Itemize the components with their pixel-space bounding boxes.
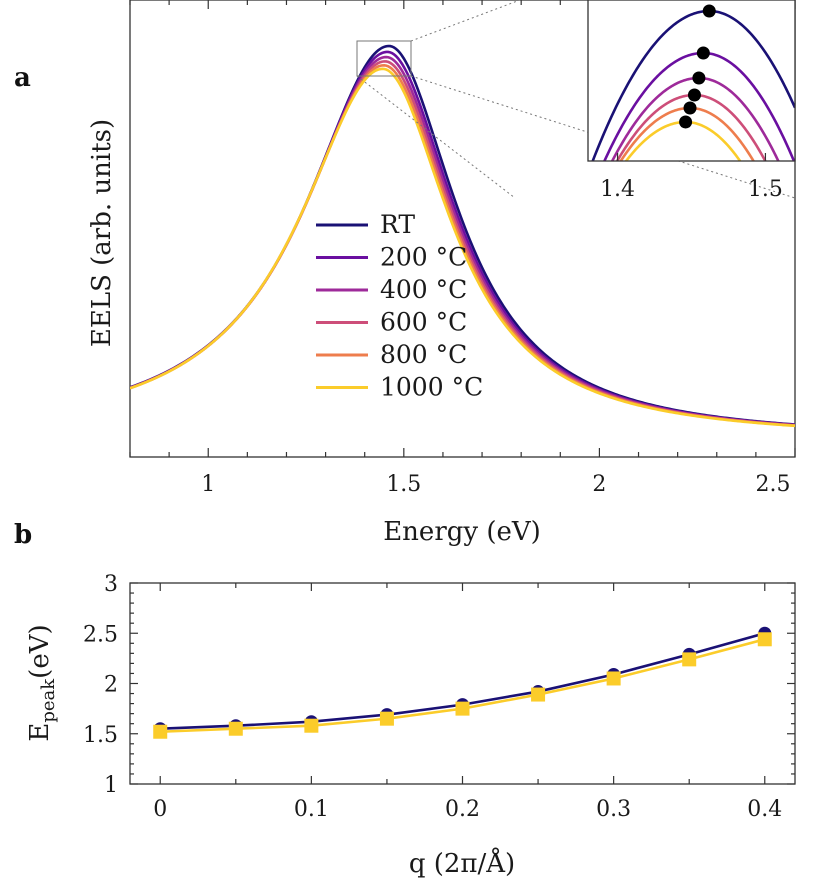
inset-series-line-2 — [610, 76, 780, 161]
inset-xtick-label: 1.4 — [600, 177, 635, 202]
legend-entry-label: 1000 °C — [380, 373, 483, 402]
inset-xtick-label: 1.5 — [748, 177, 783, 202]
legend-entry-label: 200 °C — [380, 243, 467, 272]
panel-a-frame — [129, 0, 796, 458]
inset-series-line-1 — [603, 51, 795, 161]
panel-b-xtick-label: 0.1 — [294, 797, 329, 822]
panel-b-point-square — [757, 632, 772, 647]
panel-b-point-square — [153, 724, 168, 739]
panel-a-xtick-label: 1.5 — [386, 472, 421, 497]
panel-a-ylabel: EELS (arb. units) — [87, 119, 117, 347]
series-line-5 — [130, 67, 795, 428]
panel-b-ytick-label: 1.5 — [83, 723, 118, 748]
panel-b-chart: 0 0.1 0.2 0.3 0.4 1 1.5 2 2.5 3 q (2π/Å) Epeak(eV… — [25, 572, 796, 879]
panel-b-frame — [129, 582, 796, 785]
panel-b-point-square — [606, 671, 621, 686]
zoom-region-box — [356, 40, 412, 77]
inset-peak-marker-2 — [692, 71, 706, 85]
panel-b-ytick-label: 2.5 — [83, 622, 118, 647]
legend-entry-label: RT — [380, 210, 415, 239]
panel-b-point-square — [304, 718, 319, 733]
panel-b-xtick-label: 0.4 — [747, 797, 782, 822]
panel-b-ylabel: Epeak(eV) — [25, 624, 59, 741]
panel-b-point-square — [228, 721, 243, 736]
inset-peak-marker-4 — [683, 101, 697, 115]
legend-entry-label: 800 °C — [380, 340, 467, 369]
inset-series-line-0 — [591, 9, 795, 161]
panel-a-chart: 1 1.5 2 2.5 Energy (eV) EELS (arb. units) R… — [87, 0, 796, 547]
panel-b-xtick-label: 0 — [153, 797, 167, 822]
panel-label-a: a — [14, 63, 31, 93]
panel-b-xtick-label: 0.3 — [596, 797, 631, 822]
inset-background — [588, 0, 795, 161]
panel-b-xtick-label: 0.2 — [445, 797, 480, 822]
inset-zoom: 1.4 1.5 — [587, 0, 796, 202]
inset-peak-marker-5 — [679, 115, 693, 129]
panel-b-point-square — [682, 652, 697, 667]
inset-peak-marker-1 — [696, 46, 710, 60]
panel-b-ytick-label: 1 — [104, 773, 118, 798]
inset-peak-marker-3 — [687, 88, 701, 102]
panel-b-point-square — [379, 711, 394, 726]
panel-label-b: b — [14, 520, 32, 550]
panel-a-xtick-label: 2 — [592, 472, 606, 497]
inset-peak-marker-0 — [702, 4, 716, 18]
legend: RT 200 °C 400 °C 600 °C 800 °C 1000 °C — [316, 210, 483, 402]
panel-b-xlabel: q (2π/Å) — [409, 847, 515, 879]
panel-b-ytick-label: 2 — [104, 673, 118, 698]
panel-a-xlabel: Energy (eV) — [383, 517, 541, 547]
panel-b-series-line-1 — [160, 638, 766, 734]
panel-b-ytick-label: 3 — [104, 572, 118, 597]
inset-frame — [587, 0, 796, 162]
legend-entry-label: 600 °C — [380, 308, 467, 337]
panel-b-point-square — [455, 701, 470, 716]
legend-entry-label: 400 °C — [380, 275, 467, 304]
panel-a-xtick-label: 2.5 — [756, 472, 791, 497]
panel-a-xtick-label: 1 — [201, 472, 215, 497]
panel-b-point-square — [531, 687, 546, 702]
